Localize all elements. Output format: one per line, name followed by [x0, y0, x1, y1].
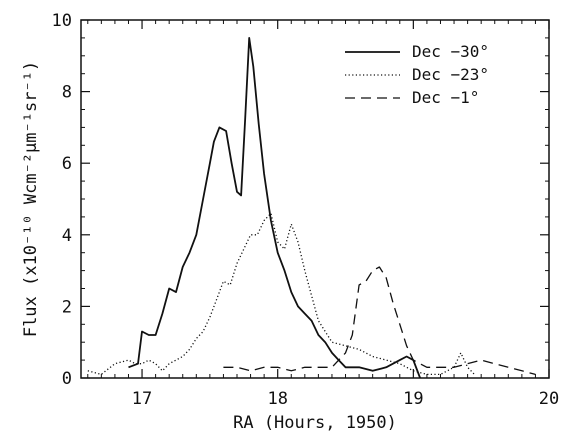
x-tick-label: 18: [267, 389, 287, 409]
y-tick-label: 10: [52, 11, 72, 31]
tick-marks: [81, 19, 550, 379]
x-axis-label: RA (Hours, 1950): [233, 413, 397, 433]
legend-label: Dec −1°: [412, 88, 479, 107]
y-tick-label: 6: [62, 154, 72, 174]
y-axis-label: Flux (x10⁻¹⁰ Wcm⁻²μm⁻¹sr⁻¹): [21, 61, 41, 337]
y-tick-label: 8: [62, 83, 72, 103]
x-tick-label: 17: [132, 389, 152, 409]
series-line-solid: [128, 37, 421, 379]
y-tick-label: 0: [62, 369, 72, 389]
series-line-dashed: [223, 266, 536, 376]
series-line-dotted: [87, 212, 475, 376]
y-tick-label: 4: [62, 226, 72, 246]
tick-labels: 17 18 19 20 0 2 4 6 8 10: [52, 11, 560, 409]
legend: Dec −30° Dec −23° Dec −1°: [345, 42, 489, 107]
x-tick-label: 20: [539, 389, 559, 409]
legend-label: Dec −30°: [412, 42, 489, 61]
legend-label: Dec −23°: [412, 65, 489, 84]
x-tick-label: 19: [403, 389, 423, 409]
series-layer: [87, 37, 536, 379]
y-tick-label: 2: [62, 297, 72, 317]
